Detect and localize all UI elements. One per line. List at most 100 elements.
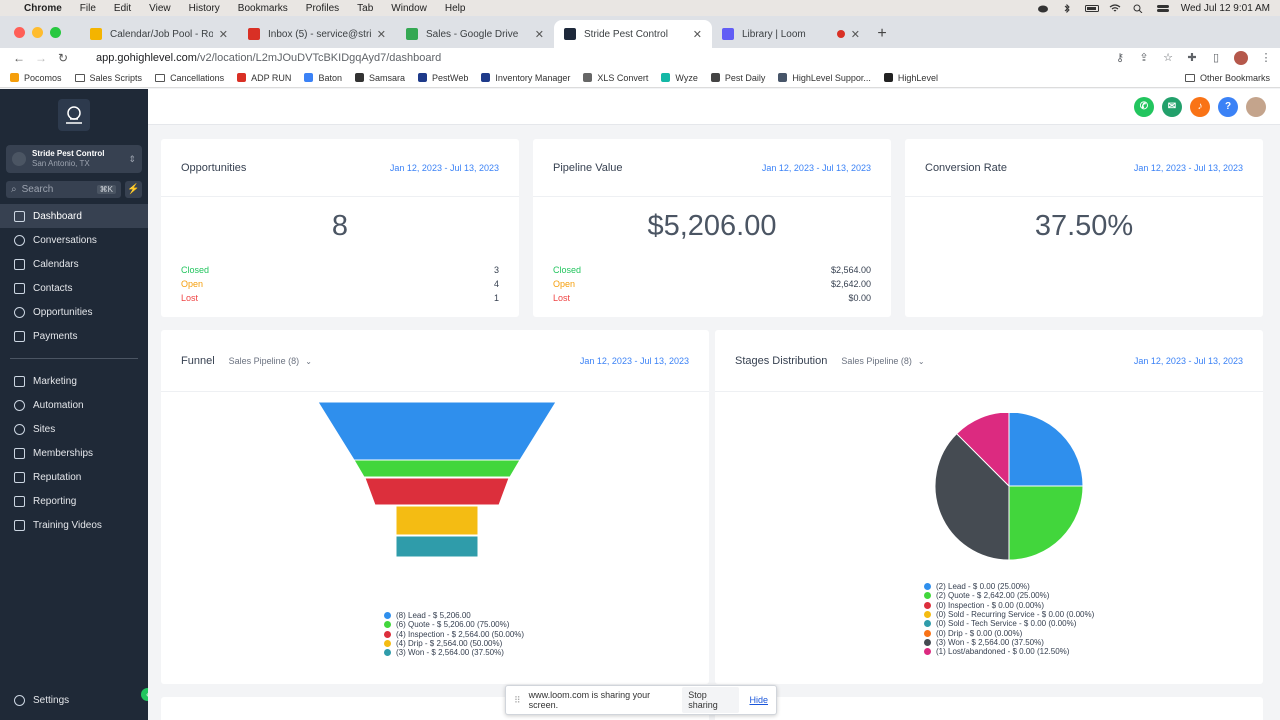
sidebar-item-opportunities[interactable]: Opportunities — [0, 300, 148, 324]
bookmark-cancellations[interactable]: Cancellations — [155, 73, 224, 83]
company-logo[interactable] — [58, 99, 90, 131]
sidebar-item-payments[interactable]: Payments — [0, 324, 148, 348]
menu-history[interactable]: History — [188, 2, 220, 14]
reload-icon[interactable]: ↻ — [57, 51, 69, 65]
phone-icon[interactable]: ✆ — [1134, 96, 1154, 117]
menu-app[interactable]: Chrome — [24, 2, 62, 14]
date-range-picker[interactable]: Jan 12, 2023 - Jul 13, 2023 — [389, 162, 499, 173]
bookmark-pocomos[interactable]: Pocomos — [10, 73, 62, 83]
profile-avatar[interactable] — [1234, 51, 1248, 65]
key-icon[interactable]: ⚷ — [1115, 52, 1125, 64]
sidebar-item-marketing[interactable]: Marketing — [0, 369, 148, 393]
bookmark-baton[interactable]: Baton — [304, 73, 342, 83]
funnel-segment[interactable] — [317, 402, 557, 461]
bookmark-pest-daily[interactable]: Pest Daily — [710, 73, 765, 83]
sidebar-item-calendars[interactable]: Calendars — [0, 252, 148, 276]
date-range-picker[interactable]: Jan 12, 2023 - Jul 13, 2023 — [761, 162, 871, 173]
sidebar-item-conversations[interactable]: Conversations — [0, 228, 148, 252]
tab-close-icon[interactable]: ✕ — [218, 28, 228, 41]
pipeline-select[interactable]: Sales Pipeline (8) ⌄ — [229, 356, 312, 366]
sidebar-item-automation[interactable]: Automation — [0, 393, 148, 417]
cloud-icon[interactable] — [1037, 4, 1049, 13]
funnel-segment[interactable] — [395, 505, 479, 536]
sidebar-item-memberships[interactable]: Memberships — [0, 441, 148, 465]
new-tab-button[interactable]: + — [877, 25, 887, 42]
browser-tab-inbox[interactable]: Inbox (5) - service@stridepest ✕ — [238, 20, 396, 48]
browser-tab-loom[interactable]: Library | Loom ✕ — [712, 20, 870, 48]
bookmark-highlevel-support[interactable]: HighLevel Suppor... — [778, 73, 871, 83]
funnel-segment[interactable] — [395, 535, 479, 558]
browser-tab-calendar[interactable]: Calendar/Job Pool - Routes ✕ — [80, 20, 238, 48]
minimize-window-button[interactable] — [32, 27, 43, 38]
hide-link[interactable]: Hide — [749, 695, 768, 705]
megaphone-icon[interactable]: ✉ — [1162, 96, 1182, 117]
side-panel-icon[interactable]: ▯ — [1212, 52, 1220, 64]
bluetooth-icon[interactable] — [1061, 3, 1073, 13]
sidebar-item-training-videos[interactable]: Training Videos — [0, 513, 148, 537]
stop-sharing-button[interactable]: Stop sharing — [682, 687, 740, 713]
date-range-picker[interactable]: Jan 12, 2023 - Jul 13, 2023 — [579, 355, 689, 366]
menu-edit[interactable]: Edit — [113, 2, 132, 14]
date-range-picker[interactable]: Jan 12, 2023 - Jul 13, 2023 — [1133, 162, 1243, 173]
other-bookmarks[interactable]: Other Bookmarks — [1184, 73, 1270, 83]
tab-close-icon[interactable]: ✕ — [534, 28, 544, 41]
funnel-segment[interactable] — [364, 477, 510, 506]
menu-tab[interactable]: Tab — [357, 2, 374, 14]
pipeline-select[interactable]: Sales Pipeline (8) ⌄ — [841, 356, 924, 366]
control-center-icon[interactable] — [1156, 4, 1169, 13]
kebab-menu-icon[interactable]: ⋮ — [1260, 52, 1272, 64]
bookmark-wyze[interactable]: Wyze — [661, 73, 698, 83]
star-icon[interactable]: ☆ — [1163, 52, 1173, 64]
date-range-picker[interactable]: Jan 12, 2023 - Jul 13, 2023 — [1133, 355, 1243, 366]
bookmark-pestweb[interactable]: PestWeb — [417, 73, 468, 83]
sidebar-item-reputation[interactable]: Reputation — [0, 465, 148, 489]
menu-profiles[interactable]: Profiles — [305, 2, 340, 14]
funnel-segment[interactable] — [353, 459, 521, 478]
close-window-button[interactable] — [14, 27, 25, 38]
user-avatar[interactable] — [1246, 96, 1266, 117]
browser-tab-stride[interactable]: Stride Pest Control ✕ — [554, 20, 712, 48]
extensions-icon[interactable]: ✚ — [1187, 52, 1197, 64]
bookmark-sales-scripts[interactable]: Sales Scripts — [74, 73, 142, 83]
sidebar-item-settings[interactable]: Settings — [0, 688, 148, 712]
bookmark-adp-run[interactable]: ADP RUN — [237, 73, 291, 83]
share-icon[interactable]: ⇪ — [1139, 52, 1149, 64]
back-arrow-icon[interactable]: ← — [13, 51, 25, 65]
menu-view[interactable]: View — [149, 2, 171, 14]
tab-close-icon[interactable]: ✕ — [850, 28, 860, 41]
battery-icon[interactable] — [1084, 4, 1099, 13]
pie-slice[interactable] — [934, 432, 1010, 561]
menu-bookmarks[interactable]: Bookmarks — [237, 2, 288, 14]
bookmark-xls-convert[interactable]: XLS Convert — [583, 73, 648, 83]
search-spotlight-icon[interactable] — [1133, 4, 1145, 13]
zoom-window-button[interactable] — [50, 27, 61, 38]
pie-slice[interactable] — [955, 413, 1010, 488]
pipeline-select-value: Sales Pipeline (8) — [841, 355, 912, 366]
pie-slice[interactable] — [1008, 413, 1084, 487]
quick-action-bolt-icon[interactable]: ⚡ — [125, 181, 142, 198]
menubar-clock[interactable]: Wed Jul 12 9:01 AM — [1180, 2, 1270, 14]
sidebar-item-contacts[interactable]: Contacts — [0, 276, 148, 300]
bookmark-highlevel[interactable]: HighLevel — [883, 73, 938, 83]
bookmark-samsara[interactable]: Samsara — [354, 73, 405, 83]
help-icon[interactable]: ? — [1218, 96, 1238, 117]
menu-help[interactable]: Help — [444, 2, 466, 14]
sidebar-item-reporting[interactable]: Reporting — [0, 489, 148, 513]
tab-close-icon[interactable]: ✕ — [376, 28, 386, 41]
baton-icon — [304, 73, 314, 82]
pie-slice[interactable] — [1008, 485, 1084, 561]
account-switcher[interactable]: Stride Pest Control San Antonio, TX ⇕ — [6, 145, 142, 173]
sidebar-search[interactable]: ⌕ Search ⌘K — [6, 181, 121, 198]
address-bar[interactable]: app.gohighlevel.com/v2/location/L2mJOuDV… — [88, 52, 441, 64]
tab-close-icon[interactable]: ✕ — [692, 28, 702, 41]
browser-tab-drive[interactable]: Sales - Google Drive ✕ — [396, 20, 554, 48]
sidebar-item-sites[interactable]: Sites — [0, 417, 148, 441]
menu-file[interactable]: File — [79, 2, 96, 14]
drag-handle-icon[interactable]: ⠿ — [514, 694, 521, 705]
sidebar-item-dashboard[interactable]: Dashboard — [0, 204, 148, 228]
bookmark-inventory-manager[interactable]: Inventory Manager — [481, 73, 570, 83]
menu-window[interactable]: Window — [391, 2, 427, 14]
bell-icon[interactable]: ♪ — [1190, 96, 1210, 117]
forward-arrow-icon[interactable]: → — [35, 51, 47, 65]
wifi-icon[interactable] — [1109, 3, 1121, 13]
